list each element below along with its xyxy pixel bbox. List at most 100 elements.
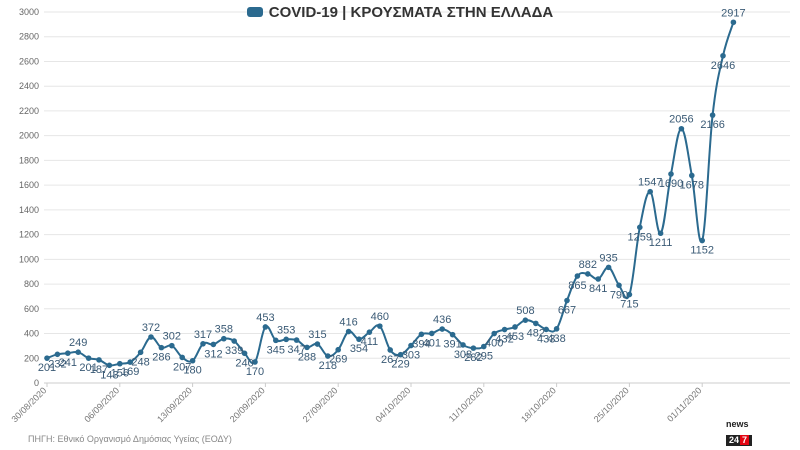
x-tick-label: 18/10/2020 <box>519 385 558 424</box>
data-point <box>533 320 539 327</box>
data-label: 394 <box>412 338 430 350</box>
x-tick-label: 20/09/2020 <box>228 385 267 424</box>
data-point <box>252 359 258 365</box>
data-point <box>304 344 310 351</box>
data-label: 400 <box>485 338 503 350</box>
y-tick-label: 2400 <box>19 81 39 91</box>
data-point <box>366 329 373 335</box>
y-tick-label: 2000 <box>19 131 39 141</box>
data-label: 1211 <box>649 237 673 249</box>
data-point <box>377 323 383 329</box>
data-point <box>231 338 237 344</box>
data-label: 411 <box>361 336 379 348</box>
data-labels: 2012322412492011871431561692483722863022… <box>38 7 746 381</box>
logo-text: news <box>726 419 749 429</box>
data-point <box>481 343 487 350</box>
data-label: 667 <box>558 305 576 317</box>
data-point <box>512 324 518 330</box>
data-point <box>689 172 695 179</box>
grid-lines <box>44 11 790 384</box>
data-label: 207 <box>173 361 191 373</box>
data-label: 882 <box>579 259 597 271</box>
data-point <box>699 237 705 244</box>
data-point <box>501 326 508 333</box>
data-label: 187 <box>90 364 108 376</box>
data-point <box>314 341 321 347</box>
data-label: 790 <box>610 289 628 301</box>
data-label: 372 <box>142 322 160 334</box>
news247-logo: news 24 7 <box>726 419 774 446</box>
data-point <box>189 357 196 364</box>
x-tick-label: 11/10/2020 <box>447 385 485 423</box>
data-label: 218 <box>319 360 337 372</box>
data-label: 241 <box>59 357 77 369</box>
data-point <box>564 297 570 304</box>
data-point <box>85 355 92 361</box>
data-label: 453 <box>256 312 274 324</box>
data-label: 339 <box>225 345 243 357</box>
data-point <box>96 357 102 363</box>
data-point <box>730 19 737 26</box>
data-label: 232 <box>48 358 66 370</box>
data-label: 156 <box>111 368 129 380</box>
data-label: 391 <box>443 339 461 351</box>
data-point <box>595 276 601 282</box>
data-point <box>241 350 248 357</box>
data-point <box>657 230 664 237</box>
y-tick-label: 600 <box>24 304 39 314</box>
data-label: 169 <box>121 366 139 378</box>
data-point <box>429 330 435 337</box>
data-label: 508 <box>516 305 534 317</box>
data-point <box>273 337 279 344</box>
data-label: 143 <box>100 369 118 381</box>
y-tick-label: 2200 <box>19 106 39 116</box>
data-point <box>137 349 144 356</box>
data-point <box>637 224 643 231</box>
data-point <box>356 336 362 343</box>
y-tick-label: 1600 <box>19 180 39 190</box>
data-label: 248 <box>131 356 149 368</box>
legend-swatch <box>246 7 263 18</box>
data-point <box>387 347 394 353</box>
data-label: 1690 <box>659 178 683 190</box>
data-point <box>720 52 726 59</box>
data-label: 229 <box>391 359 409 371</box>
data-label: 482 <box>527 327 545 339</box>
data-label: 303 <box>402 350 420 362</box>
data-label: 315 <box>308 329 326 341</box>
data-label: 286 <box>152 352 170 364</box>
data-label: 2166 <box>700 119 724 131</box>
data-point <box>543 326 549 333</box>
x-tick-label: 13/09/2020 <box>155 385 194 424</box>
data-label: 269 <box>329 354 347 366</box>
data-point <box>449 331 456 338</box>
data-point <box>283 336 290 343</box>
data-label: 317 <box>194 329 212 341</box>
y-tick-label: 0 <box>34 378 39 388</box>
data-point <box>210 341 217 348</box>
data-point <box>647 188 653 195</box>
data-point <box>418 331 425 338</box>
data-label: 460 <box>371 311 389 323</box>
data-label: 295 <box>475 351 493 363</box>
data-label: 353 <box>277 324 295 336</box>
y-tick-label: 1800 <box>19 155 39 165</box>
data-point <box>460 342 466 348</box>
data-label: 1547 <box>638 177 662 189</box>
data-point <box>44 355 50 361</box>
x-tick-label: 27/09/2020 <box>301 385 340 424</box>
y-tick-label: 3000 <box>19 7 39 17</box>
data-point <box>626 291 633 298</box>
data-point <box>553 326 560 332</box>
data-label: 201 <box>38 362 56 374</box>
data-label: 436 <box>433 314 451 326</box>
data-label: 282 <box>464 352 482 364</box>
data-label: 841 <box>589 283 607 295</box>
data-point <box>439 326 446 332</box>
y-tick-label: 1000 <box>19 254 39 264</box>
logo-badge-left: 24 <box>729 435 740 445</box>
data-point <box>397 351 404 358</box>
data-point <box>709 112 716 118</box>
data-label: 1152 <box>690 245 714 257</box>
